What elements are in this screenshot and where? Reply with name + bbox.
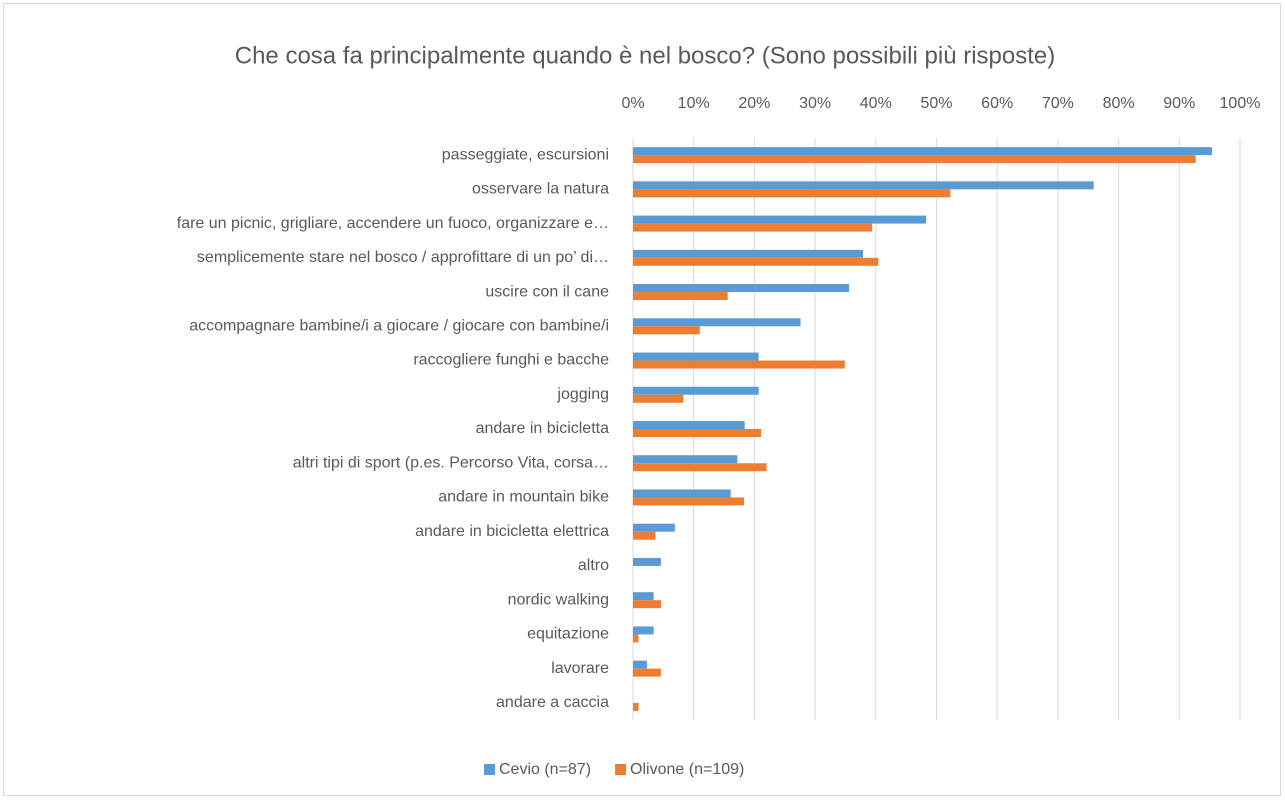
x-tick-label: 0% <box>621 95 644 112</box>
bar <box>633 421 745 429</box>
legend-swatch <box>615 764 627 775</box>
y-tick-label: raccogliere funghi e bacche <box>413 352 609 369</box>
legend-label: Olivone (n=109) <box>630 761 744 778</box>
bar <box>633 429 762 437</box>
bar <box>633 592 654 601</box>
bar <box>633 292 728 301</box>
bar <box>633 455 738 464</box>
bar <box>633 181 1094 190</box>
y-tick-label: passeggiate, escursioni <box>442 146 609 163</box>
bar <box>633 660 647 669</box>
legend-swatch <box>484 764 495 775</box>
x-tick-label: 100% <box>1220 95 1261 112</box>
bar <box>633 189 951 198</box>
bar <box>633 497 745 506</box>
bar <box>633 626 654 635</box>
y-tick-label: jogging <box>556 386 609 403</box>
bar <box>633 326 700 335</box>
y-tick-label: semplicemente stare nel bosco / approfit… <box>197 249 609 266</box>
bar <box>633 531 656 540</box>
x-tick-label: 60% <box>981 95 1013 112</box>
bar <box>633 600 661 609</box>
x-tick-label: 30% <box>799 95 831 112</box>
y-tick-label: andare in mountain bike <box>438 489 609 506</box>
bar <box>633 257 879 266</box>
y-tick-label: andare in bicicletta <box>476 420 610 437</box>
bar <box>633 523 675 532</box>
bar <box>633 318 801 327</box>
bar <box>633 360 845 369</box>
x-tick-label: 80% <box>1103 95 1135 112</box>
bar <box>633 249 864 258</box>
x-tick-label: 40% <box>860 95 892 112</box>
bar <box>633 386 759 395</box>
legend-label: Cevio (n=87) <box>499 761 591 778</box>
x-tick-label: 70% <box>1042 95 1074 112</box>
bar <box>633 352 759 361</box>
y-tick-label: fare un picnic, grigliare, accendere un … <box>177 215 609 232</box>
bar <box>633 463 767 472</box>
y-tick-label: andare a caccia <box>496 694 609 711</box>
bar <box>633 223 873 232</box>
bar <box>633 155 1196 164</box>
bar <box>633 668 661 677</box>
y-tick-label: altro <box>578 557 609 574</box>
y-tick-label: accompagnare bambine/i a giocare / gioca… <box>189 318 609 335</box>
x-tick-label: 20% <box>738 95 770 112</box>
bar <box>633 215 927 224</box>
y-tick-label: nordic walking <box>508 591 609 608</box>
bar <box>633 284 850 293</box>
y-tick-label: uscire con il cane <box>485 283 609 300</box>
bar <box>633 147 1213 156</box>
bar <box>633 702 639 711</box>
y-tick-label: lavorare <box>551 660 609 677</box>
y-tick-label: equitazione <box>527 626 609 643</box>
y-tick-label: altri tipi di sport (p.es. Percorso Vita… <box>293 454 609 471</box>
chart-title: Che cosa fa principalmente quando è nel … <box>235 42 1056 69</box>
bar <box>633 634 639 643</box>
y-tick-label: osservare la natura <box>472 181 609 198</box>
x-tick-label: 10% <box>678 95 710 112</box>
bar <box>633 394 684 403</box>
bar <box>633 557 661 566</box>
bar <box>633 489 731 498</box>
y-tick-label: andare in bicicletta elettrica <box>415 523 609 540</box>
x-tick-label: 90% <box>1163 95 1195 112</box>
x-tick-label: 50% <box>920 95 952 112</box>
